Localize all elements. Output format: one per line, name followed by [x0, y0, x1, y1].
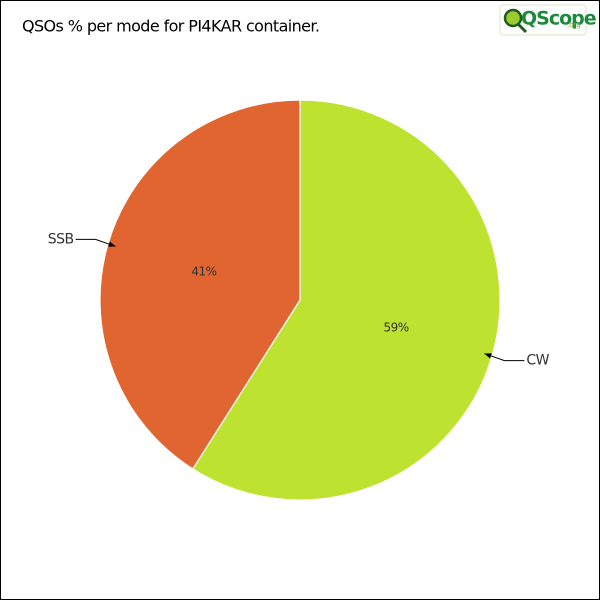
logo: QScope .org [499, 4, 597, 36]
value-label: 59% [383, 320, 408, 334]
category-label: SSB [48, 231, 74, 247]
logo-lens [503, 8, 523, 28]
logo-text: QScope [521, 8, 596, 30]
label-leader [75, 238, 116, 247]
chart-title: QSOs % per mode for PI4KAR container. [22, 17, 319, 36]
value-label: 41% [191, 265, 216, 279]
category-label: CW [526, 353, 549, 369]
label-leader [484, 353, 525, 362]
logo-handle [516, 22, 528, 34]
logo-suffix: .org [567, 21, 581, 29]
